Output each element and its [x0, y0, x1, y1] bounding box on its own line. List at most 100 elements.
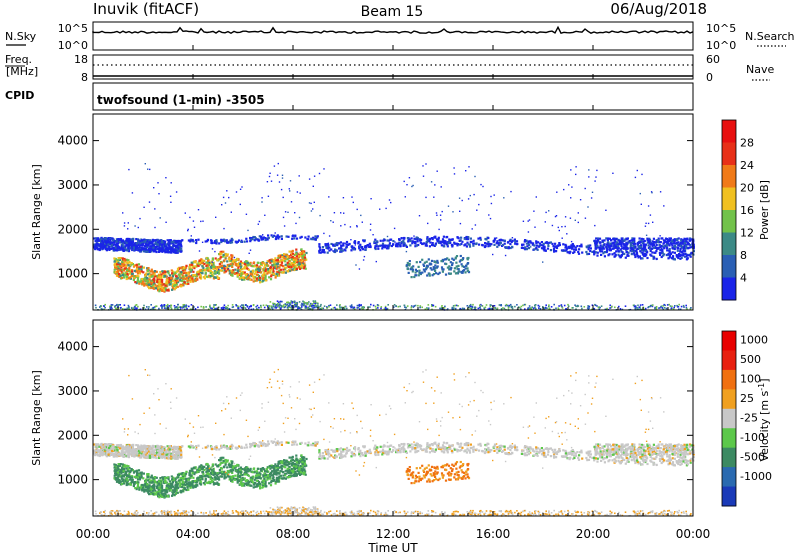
power-point [142, 271, 145, 274]
power-point [141, 277, 144, 281]
power-point [157, 289, 160, 292]
power-point [638, 247, 641, 250]
power-point [533, 307, 535, 309]
power-point [557, 226, 559, 229]
power-point [271, 306, 273, 309]
power-point [595, 240, 598, 243]
power-point [137, 243, 140, 246]
power-point [433, 196, 435, 198]
power-point [301, 263, 304, 267]
nsky-tick-top: 10^5 [58, 22, 88, 35]
power-point [241, 270, 244, 274]
velocity-point [127, 452, 130, 455]
power-point [111, 247, 114, 250]
power-point [468, 243, 471, 246]
power-point [181, 279, 184, 283]
power-point [603, 255, 606, 258]
power-point [501, 239, 504, 242]
power-point [339, 308, 341, 310]
power-point [651, 240, 654, 243]
power-point [302, 267, 305, 270]
power-point [635, 249, 638, 252]
power-point [264, 277, 267, 280]
power-point [284, 260, 287, 263]
power-point [243, 271, 246, 274]
power-point [130, 238, 133, 241]
power-point [288, 305, 290, 307]
power-point [467, 256, 470, 260]
power-point [545, 304, 547, 306]
power-point [119, 304, 121, 306]
power-point [312, 208, 314, 210]
power-point [174, 241, 177, 244]
power-point [487, 242, 490, 246]
power-point [440, 266, 444, 269]
power-point [669, 252, 672, 255]
power-point [284, 266, 287, 270]
power-point [166, 270, 169, 273]
power-point [520, 305, 523, 308]
power-point [170, 201, 172, 203]
velocity-point [133, 451, 136, 454]
power-point [637, 304, 639, 307]
power-point [478, 243, 481, 246]
power-point [121, 242, 124, 245]
power-point [350, 305, 353, 307]
power-point [133, 307, 135, 309]
power-point [459, 222, 462, 225]
power-point [302, 250, 305, 253]
power-point [594, 224, 596, 227]
power-point [115, 274, 119, 277]
power-point [544, 307, 547, 309]
power-point [353, 247, 355, 249]
power-point [185, 304, 187, 306]
power-point [427, 222, 429, 225]
power-point [242, 276, 245, 280]
power-point [274, 232, 276, 234]
power-point [544, 249, 547, 252]
power-point [216, 271, 219, 274]
power-point [309, 302, 312, 305]
velocity-point [155, 456, 158, 460]
power-point [375, 307, 377, 310]
power-point [159, 249, 162, 252]
power-point [517, 306, 520, 308]
power-point [146, 267, 149, 270]
power-point [485, 242, 488, 245]
power-point [321, 307, 323, 309]
power-point [313, 301, 315, 303]
power-point [311, 303, 313, 305]
power-point [421, 271, 424, 274]
power-point [418, 215, 421, 217]
power-point [134, 275, 137, 278]
power-point [185, 306, 187, 309]
power-point [485, 304, 488, 306]
power-point [141, 283, 144, 286]
power-point [185, 276, 189, 279]
power-point [269, 172, 271, 174]
power-point [434, 269, 437, 272]
power-point [688, 246, 691, 249]
power-point [238, 273, 241, 276]
power-point [200, 220, 202, 223]
power-point [287, 211, 289, 213]
power-point [203, 277, 206, 280]
power-point [154, 305, 157, 308]
power-point [663, 240, 666, 243]
power-point [466, 241, 469, 244]
power-point [460, 263, 463, 266]
power-point [278, 304, 280, 307]
power-point [176, 279, 179, 283]
power-point [205, 264, 208, 268]
power-point [349, 226, 352, 228]
velocity-point [146, 455, 149, 458]
power-point [235, 272, 238, 275]
power-point [180, 307, 182, 309]
power-point [128, 266, 131, 270]
power-point [466, 267, 469, 270]
power-point [257, 239, 260, 242]
power-point [123, 257, 126, 261]
power-point [487, 240, 490, 244]
power-point [637, 256, 640, 259]
power-colorbar-tick: 4 [740, 272, 747, 285]
